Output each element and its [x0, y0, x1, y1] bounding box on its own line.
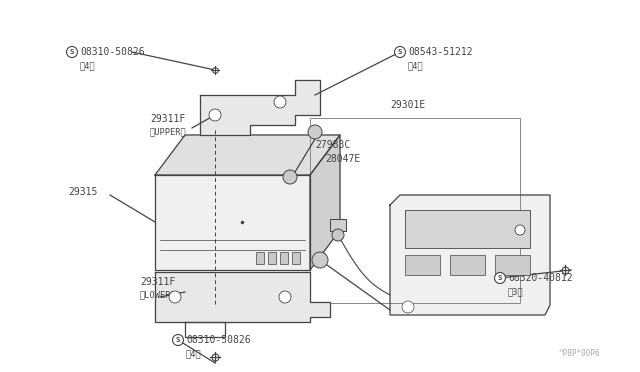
- Text: S: S: [176, 337, 180, 343]
- Text: 29301E: 29301E: [390, 100, 425, 110]
- Text: 28047E: 28047E: [325, 154, 360, 164]
- Polygon shape: [390, 195, 550, 315]
- Circle shape: [332, 229, 344, 241]
- FancyBboxPatch shape: [330, 219, 346, 231]
- FancyBboxPatch shape: [256, 252, 264, 264]
- Text: 29311F: 29311F: [150, 114, 185, 124]
- Circle shape: [515, 225, 525, 235]
- Text: 08310-50826: 08310-50826: [186, 335, 251, 345]
- Text: （3）: （3）: [508, 288, 524, 296]
- Circle shape: [283, 170, 297, 184]
- Text: S: S: [398, 49, 402, 55]
- Text: 08310-50826: 08310-50826: [80, 47, 145, 57]
- Polygon shape: [155, 175, 310, 270]
- FancyBboxPatch shape: [292, 252, 300, 264]
- Circle shape: [394, 46, 406, 58]
- Text: （4）: （4）: [408, 61, 424, 71]
- Circle shape: [402, 301, 414, 313]
- Text: ^P8P*00P6: ^P8P*00P6: [558, 349, 600, 358]
- Text: 08543-51212: 08543-51212: [408, 47, 472, 57]
- Circle shape: [274, 96, 286, 108]
- Circle shape: [209, 109, 221, 121]
- Circle shape: [308, 125, 322, 139]
- FancyBboxPatch shape: [268, 252, 276, 264]
- Circle shape: [312, 252, 328, 268]
- Text: （4）: （4）: [80, 61, 96, 71]
- Circle shape: [279, 291, 291, 303]
- FancyBboxPatch shape: [450, 255, 485, 275]
- Polygon shape: [200, 80, 320, 135]
- Text: （UPPER）: （UPPER）: [150, 127, 187, 136]
- Text: 08320-40812: 08320-40812: [508, 273, 573, 283]
- FancyBboxPatch shape: [495, 255, 530, 275]
- Circle shape: [169, 291, 181, 303]
- Text: 27983C: 27983C: [315, 140, 350, 150]
- Circle shape: [495, 273, 506, 283]
- Text: 29311F: 29311F: [140, 277, 175, 287]
- Polygon shape: [155, 272, 330, 322]
- Text: （4）: （4）: [186, 350, 202, 359]
- Circle shape: [67, 46, 77, 58]
- Polygon shape: [155, 135, 340, 175]
- Text: S: S: [498, 275, 502, 281]
- Text: 29315: 29315: [68, 187, 97, 197]
- Text: （LOWER）: （LOWER）: [140, 290, 177, 299]
- Polygon shape: [310, 135, 340, 270]
- FancyBboxPatch shape: [405, 255, 440, 275]
- Bar: [310, 118, 520, 303]
- FancyBboxPatch shape: [280, 252, 288, 264]
- Text: S: S: [70, 49, 74, 55]
- Circle shape: [173, 334, 184, 346]
- FancyBboxPatch shape: [405, 210, 530, 248]
